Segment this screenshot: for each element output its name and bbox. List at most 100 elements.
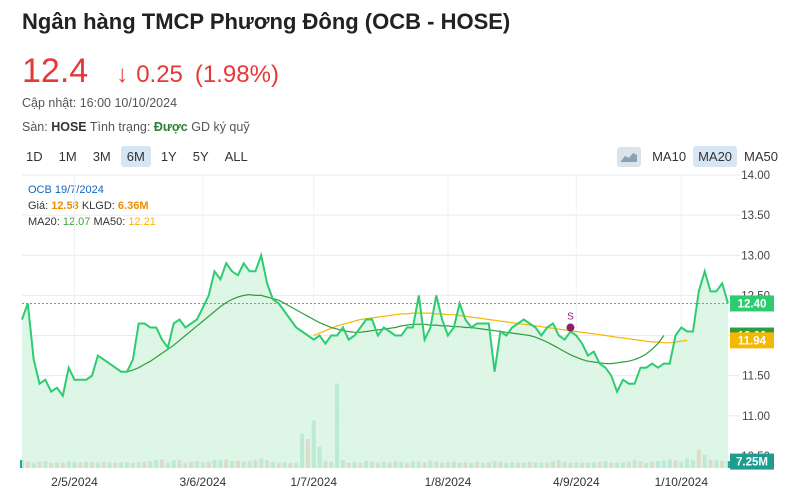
y-tick-label: 13.00 (741, 250, 770, 262)
volume-bar (498, 461, 503, 468)
volume-bar (165, 462, 170, 468)
volume-bar (463, 462, 468, 468)
volume-bar (375, 462, 380, 468)
value-badge-bg (730, 332, 774, 349)
y-tick-label: 12.50 (741, 290, 770, 302)
volume-bar (89, 462, 95, 468)
volume-bar (702, 454, 707, 468)
volume-bar (101, 461, 106, 468)
volume-bar (731, 461, 736, 468)
volume-bar (504, 462, 509, 468)
volume-bar (626, 461, 631, 468)
volume-bar (317, 446, 322, 468)
volume-bar (720, 460, 725, 468)
volume-bar (457, 462, 462, 468)
volume-bar (585, 462, 590, 468)
range-button-3m[interactable]: 3M (92, 149, 111, 164)
volume-bar (346, 462, 351, 468)
price-line (21, 251, 729, 399)
volume-bar (218, 460, 223, 468)
volume-bar (527, 461, 532, 468)
volume-bar (259, 458, 264, 468)
x-tick-label: 1/7/2024 (290, 475, 337, 489)
range-button-6m[interactable]: 6M (120, 146, 151, 167)
volume-bar (416, 461, 421, 468)
range-button-5y[interactable]: 5Y (192, 149, 209, 164)
price-row: 12.4 ↓ 0.25 (1.98%) (22, 52, 279, 91)
legend-symbol-date: OCB 19/7/2024 (28, 184, 104, 196)
legend-ma50-value: 12.21 (128, 216, 156, 228)
value-badge-label: 12.40 (738, 298, 767, 310)
volume-bar (545, 462, 550, 468)
volume-bar (130, 462, 135, 468)
y-tick-label: 12.00 (741, 331, 770, 343)
volume-bar (445, 462, 450, 468)
ma50-line (313, 312, 688, 344)
volume-bar (294, 462, 299, 468)
range-selector: 1D 1M 3M 6M 1Y 5Y ALL (20, 146, 254, 167)
x-axis: 2/5/2024 3/6/2024 1/7/2024 1/8/2024 4/9/2024… (51, 475, 708, 489)
volume-bar (300, 433, 305, 468)
volume-bar (597, 461, 602, 468)
volume-bar (591, 462, 596, 468)
volume-bar (568, 462, 573, 468)
ma-button-ma10[interactable]: MA10 (652, 149, 687, 164)
volume-bar (655, 461, 661, 468)
volume-bar (329, 461, 334, 468)
volume-bar (241, 461, 246, 468)
ma-button-ma50[interactable]: MA50 (744, 149, 778, 164)
volume-bar (510, 462, 515, 468)
volume-bar (451, 461, 456, 468)
value-badge-label: 12.00 (738, 331, 767, 343)
volume-bar (78, 462, 83, 468)
legend-price-value: 12.58 (51, 200, 79, 212)
change-percent: (1.98%) (194, 61, 279, 88)
volume-bar (632, 460, 637, 468)
volume-bar (434, 461, 439, 468)
updated-value: 16:00 10/10/2024 (79, 96, 178, 110)
x-tick-label: 1/8/2024 (425, 475, 472, 489)
volume-bar (358, 462, 363, 468)
volume-bar (136, 462, 141, 468)
exchange-label: Sàn: (22, 120, 48, 134)
volume-bar (142, 461, 147, 468)
range-button-1d[interactable]: 1D (26, 149, 43, 164)
x-tick-label: 1/10/2024 (655, 475, 709, 489)
legend-ma50-label: MA50: (93, 216, 126, 228)
volume-bar (148, 461, 153, 468)
volume-bar (399, 461, 404, 468)
volume-bar (650, 461, 655, 468)
volume-bar (370, 461, 375, 468)
volume-bar (160, 459, 165, 468)
range-button-1m[interactable]: 1M (58, 149, 77, 164)
volume-bar (661, 460, 666, 468)
legend-vol-label: KLGD: (81, 200, 115, 212)
volume-bar (43, 461, 48, 468)
volume-bar (469, 462, 474, 468)
volume-bar (224, 459, 229, 468)
exchange-value: HOSE (51, 120, 87, 134)
volume-bar (49, 462, 54, 468)
volume-bar (37, 461, 42, 468)
area-chart-icon[interactable] (617, 146, 642, 167)
volume-bar (305, 438, 310, 468)
current-price: 12.4 (22, 52, 89, 90)
volume-bar (171, 460, 176, 468)
volume-bar (609, 462, 614, 468)
page-title: Ngân hàng TMCP Phương Đông (OCB - HOSE) (22, 9, 511, 34)
volume-bar (673, 460, 678, 468)
volume-bar (31, 462, 36, 468)
ma-button-ma20[interactable]: MA20 (693, 146, 738, 167)
chart-legend: OCB 19/7/2024 Giá: 12.58 KLGD: 6.36M MA2… (28, 182, 156, 230)
volume-bar (638, 461, 643, 468)
volume-bar (119, 462, 124, 468)
volume-bar (475, 461, 480, 468)
legend-price-row: Giá: 12.58 KLGD: 6.36M (28, 198, 156, 214)
volume-bar (230, 461, 235, 468)
volume-bar (66, 461, 71, 468)
volume-bar (422, 462, 427, 468)
status-label: Tình trạng: (89, 120, 151, 134)
y-tick-label: 14.00 (741, 170, 770, 182)
range-button-all[interactable]: ALL (224, 149, 248, 164)
range-button-1y[interactable]: 1Y (160, 149, 177, 164)
